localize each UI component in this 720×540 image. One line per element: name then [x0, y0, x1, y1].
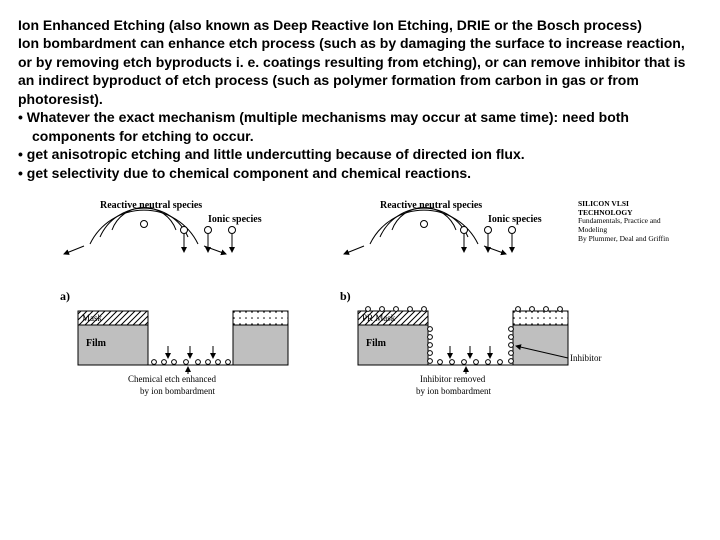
label-mask-b: PR Mask	[362, 313, 396, 323]
caption-a-line2: by ion bombardment	[140, 386, 215, 396]
panel-letter-a: a)	[60, 289, 70, 303]
figure-a: Reactive neutral species Ionic species	[58, 196, 308, 421]
text-block: Ion Enhanced Etching (also known as Deep…	[18, 16, 702, 182]
label-ionic-b: Ionic species	[488, 214, 542, 225]
attrib-l3: By Plummer, Deal and Griffin	[578, 235, 678, 244]
label-ionic-a: Ionic species	[208, 214, 262, 225]
attrib-l2: Fundamentals, Practice and Modeling	[578, 217, 678, 234]
figure-row: Reactive neutral species Ionic species	[58, 196, 702, 421]
figure-b-svg: Reactive neutral species Ionic species b…	[338, 196, 618, 416]
label-reactive-b: Reactive neutral species	[380, 200, 482, 211]
caption-a-line1: Chemical etch enhanced	[128, 374, 216, 384]
intro: Ion bombardment can enhance etch process…	[18, 35, 685, 106]
bullet-2: get anisotropic etching and little under…	[18, 145, 702, 163]
caption-b-line1: Inhibitor removed	[420, 374, 486, 384]
bullet-3: get selectivity due to chemical componen…	[18, 164, 702, 182]
title: Ion Enhanced Etching (also known as Deep…	[18, 17, 642, 33]
attrib-l1: SILICON VLSI TECHNOLOGY	[578, 200, 678, 217]
label-inhibitor: Inhibitor	[570, 353, 602, 363]
caption-b-line2: by ion bombardment	[416, 386, 491, 396]
bullet-1: Whatever the exact mechanism (multiple m…	[18, 108, 702, 145]
label-mask-a: Mask	[82, 313, 102, 323]
panel-letter-b: b)	[340, 289, 351, 303]
figure-b: Reactive neutral species Ionic species b…	[338, 196, 588, 421]
bullet-list: Whatever the exact mechanism (multiple m…	[18, 108, 702, 182]
figure-a-svg: Reactive neutral species Ionic species	[58, 196, 308, 416]
label-film-b: Film	[366, 338, 387, 349]
label-reactive-a: Reactive neutral species	[100, 200, 202, 211]
attribution: SILICON VLSI TECHNOLOGY Fundamentals, Pr…	[578, 200, 678, 243]
label-film-a: Film	[86, 338, 107, 349]
